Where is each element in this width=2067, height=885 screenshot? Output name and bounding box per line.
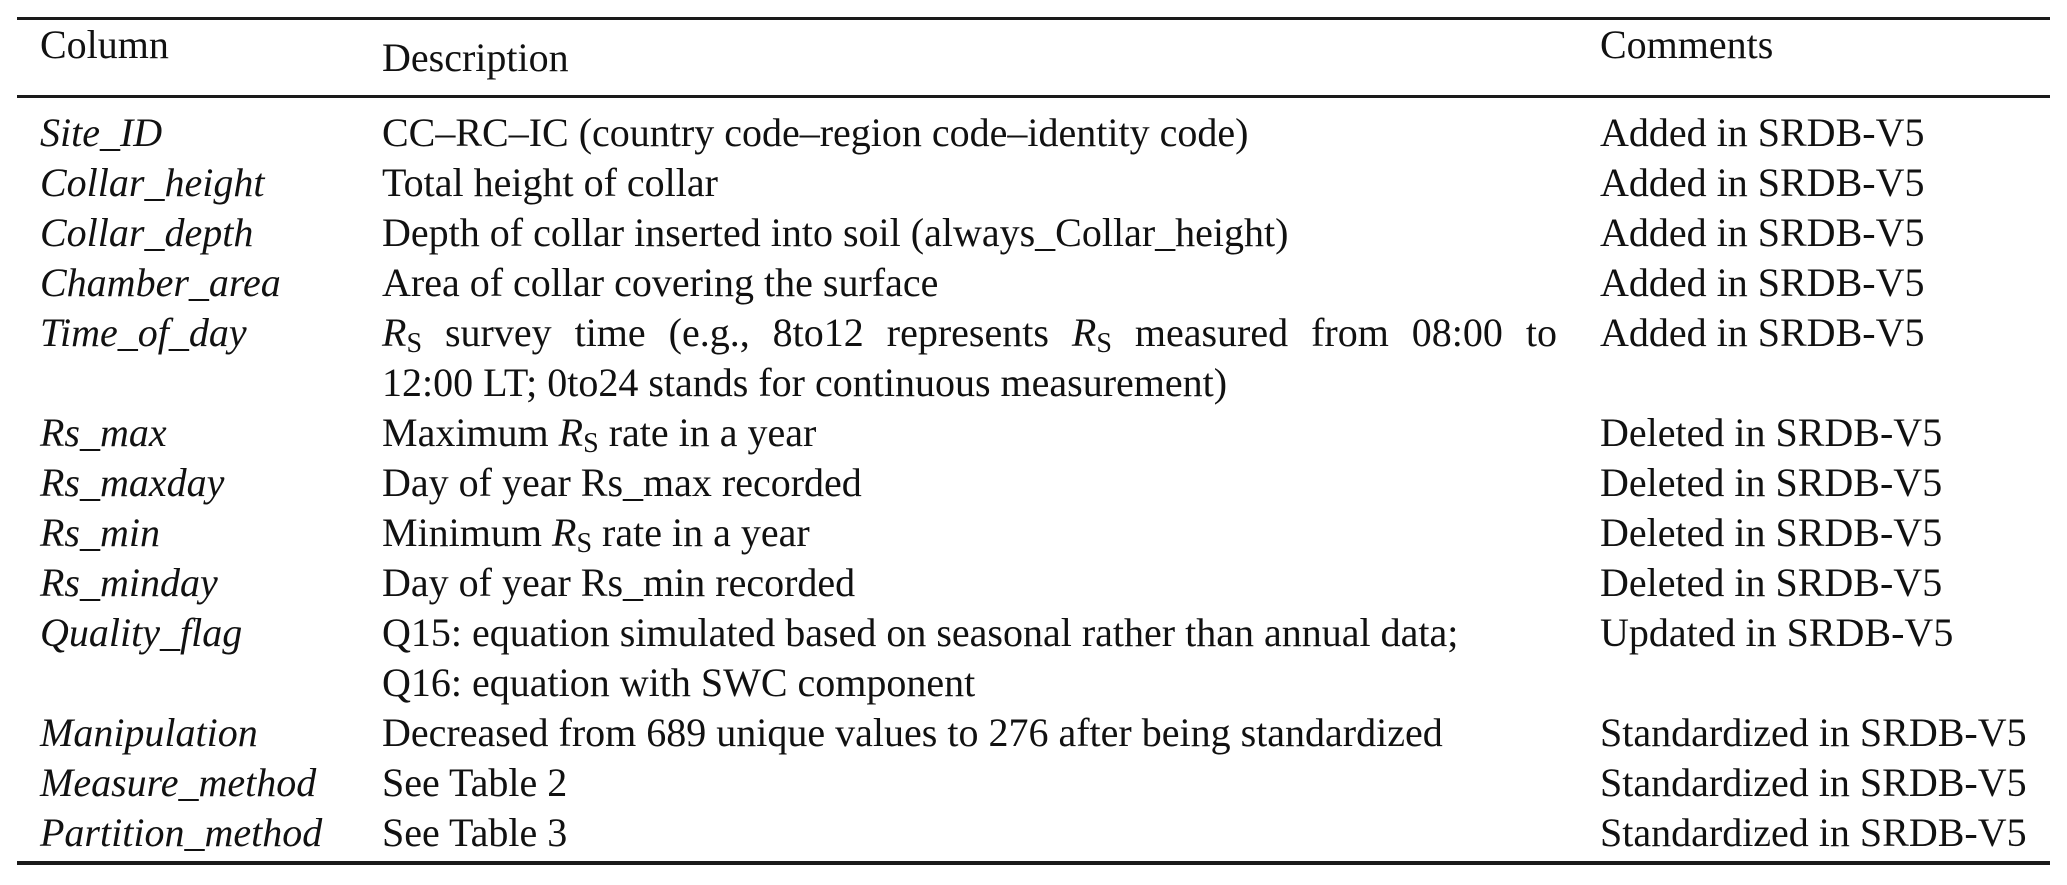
row-comment: Standardized in SRDB-V5: [1600, 710, 2027, 755]
rs-symbol: RS: [552, 510, 593, 560]
rs-symbol: RS: [382, 310, 423, 360]
row-description: Day of year Rs_max recorded: [382, 458, 1557, 508]
row-name: Collar_depth: [40, 210, 254, 255]
description-text: See Table 2: [382, 760, 568, 805]
row-comment: Deleted in SRDB-V5: [1600, 410, 1943, 455]
top-rule: [17, 17, 2050, 20]
row-comment: Standardized in SRDB-V5: [1600, 810, 2027, 855]
row-description: Depth of collar inserted into soil (alwa…: [382, 208, 1557, 258]
row-comment: Deleted in SRDB-V5: [1600, 460, 1943, 505]
table-row-site-id: Site_ID CC–RC–IC (country code–region co…: [17, 108, 2050, 158]
description-text: Q16: equation with SWC component: [382, 660, 976, 705]
header-column: Column: [40, 22, 169, 67]
row-name: Chamber_area: [40, 260, 281, 305]
table-row-rs-max: Rs_max Maximum RS rate in a year Deleted…: [17, 408, 2050, 458]
table-body: Site_ID CC–RC–IC (country code–region co…: [17, 98, 2050, 858]
rs-symbol: RS: [558, 410, 599, 460]
row-comment: Added in SRDB-V5: [1600, 210, 1925, 255]
row-description: See Table 2: [382, 758, 1557, 808]
table-row-rs-min: Rs_min Minimum RS rate in a year Deleted…: [17, 508, 2050, 558]
table-row-rs-maxday: Rs_maxday Day of year Rs_max recorded De…: [17, 458, 2050, 508]
table-row-collar-height: Collar_height Total height of collar Add…: [17, 158, 2050, 208]
description-text: Decreased from 689 unique values to 276 …: [382, 710, 1443, 755]
row-description: RS survey time (e.g., 8to12 represents R…: [382, 308, 1557, 408]
row-description: Area of collar covering the surface: [382, 258, 1557, 308]
row-comment: Deleted in SRDB-V5: [1600, 560, 1943, 605]
data-table: Column Description Comments Site_ID CC–R…: [17, 17, 2050, 865]
row-name: Collar_height: [40, 160, 265, 205]
row-description: Decreased from 689 unique values to 276 …: [382, 708, 1557, 758]
description-text: measured from 08:00 to: [1111, 310, 1557, 355]
rs-symbol: RS: [1071, 310, 1112, 360]
row-name: Manipulation: [40, 710, 258, 755]
description-text: Minimum: [382, 510, 553, 555]
row-comment: Deleted in SRDB-V5: [1600, 510, 1943, 555]
row-comment: Standardized in SRDB-V5: [1600, 760, 2027, 805]
header-rule: [17, 95, 2050, 98]
row-description: See Table 3: [382, 808, 1557, 858]
row-description: Maximum RS rate in a year: [382, 408, 1557, 458]
row-comment: Added in SRDB-V5: [1600, 310, 1925, 355]
row-description: Minimum RS rate in a year: [382, 508, 1557, 558]
row-name: Rs_min: [40, 510, 160, 555]
description-text: Day of year Rs_max recorded: [382, 460, 862, 505]
description-text: Depth of collar inserted into soil (alwa…: [382, 210, 1289, 255]
row-name: Quality_flag: [40, 610, 243, 655]
header-description: Description: [382, 35, 569, 80]
description-text: survey time (e.g., 8to12 represents: [422, 310, 1072, 355]
table-row-quality-flag: Quality_flag Q15: equation simulated bas…: [17, 608, 2050, 708]
table-row-partition-method: Partition_method See Table 3 Standardize…: [17, 808, 2050, 858]
description-text: rate in a year: [592, 510, 810, 555]
description-text: 12:00 LT; 0to24 stands for continuous me…: [382, 360, 1228, 405]
description-text: rate in a year: [598, 410, 817, 455]
row-name: Rs_maxday: [40, 460, 225, 505]
table-row-collar-depth: Collar_depth Depth of collar inserted in…: [17, 208, 2050, 258]
table-row-manipulation: Manipulation Decreased from 689 unique v…: [17, 708, 2050, 758]
row-comment: Added in SRDB-V5: [1600, 160, 1925, 205]
table-header-row: Column Description Comments: [17, 20, 2050, 95]
description-text: Area of collar covering the surface: [382, 260, 939, 305]
row-description: Q15: equation simulated based on seasona…: [382, 608, 1557, 708]
row-name: Partition_method: [40, 810, 323, 855]
row-comment: Added in SRDB-V5: [1600, 110, 1925, 155]
row-comment: Updated in SRDB-V5: [1600, 610, 1954, 655]
description-text: Day of year Rs_min recorded: [382, 560, 856, 605]
row-comment: Added in SRDB-V5: [1600, 260, 1925, 305]
header-comments: Comments: [1600, 22, 1774, 67]
table-row-measure-method: Measure_method See Table 2 Standardized …: [17, 758, 2050, 808]
description-text: See Table 3: [382, 810, 568, 855]
row-name: Rs_max: [40, 410, 167, 455]
row-description: Total height of collar: [382, 158, 1557, 208]
bottom-rule: [17, 861, 2050, 865]
row-name: Site_ID: [40, 110, 163, 155]
table-row-time-of-day: Time_of_day RS survey time (e.g., 8to12 …: [17, 308, 2050, 408]
row-name: Measure_method: [40, 760, 317, 805]
description-text: Q15: equation simulated based on seasona…: [382, 610, 1459, 655]
row-description: Day of year Rs_min recorded: [382, 558, 1557, 608]
description-text: CC–RC–IC (country code–region code–ident…: [382, 110, 1249, 155]
table-row-rs-minday: Rs_minday Day of year Rs_min recorded De…: [17, 558, 2050, 608]
row-name: Time_of_day: [40, 310, 247, 355]
row-description: CC–RC–IC (country code–region code–ident…: [382, 108, 1557, 158]
description-text: Total height of collar: [382, 160, 718, 205]
table-row-chamber-area: Chamber_area Area of collar covering the…: [17, 258, 2050, 308]
description-text: Maximum: [382, 410, 559, 455]
row-name: Rs_minday: [40, 560, 218, 605]
